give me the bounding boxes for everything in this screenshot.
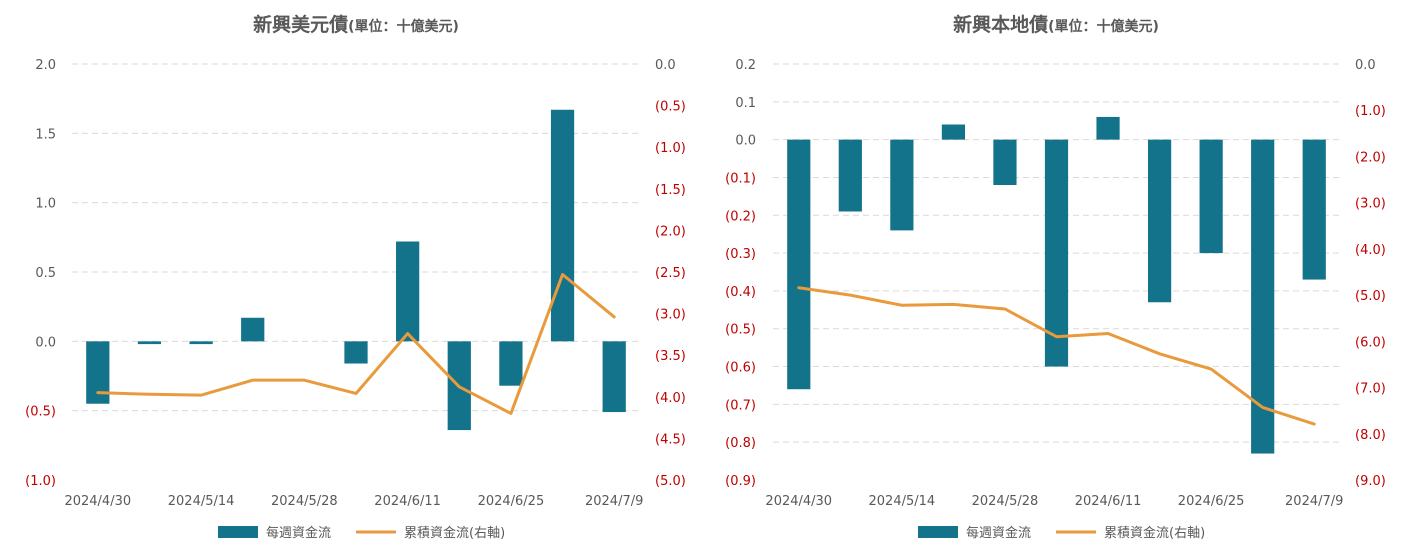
x-tick-label: 2024/4/30 xyxy=(765,494,832,509)
y-right-tick-label: (3.0) xyxy=(1355,197,1386,212)
y-left-tick-label: (0.1) xyxy=(725,171,756,186)
cumulative-flow-line xyxy=(797,286,1316,426)
weekly-flow-bar xyxy=(787,139,811,390)
legend-bar-label: 每週資金流 xyxy=(966,525,1031,541)
y-right-tick-label: 0.0 xyxy=(655,58,676,73)
weekly-flow-bar xyxy=(1302,139,1326,280)
y-left-tick-label: 0.2 xyxy=(735,58,756,73)
weekly-flow-bar xyxy=(396,241,420,342)
x-tick-label: 2024/4/30 xyxy=(64,494,131,509)
x-tick-label: 2024/6/11 xyxy=(374,494,441,509)
y-right-tick-label: 0.0 xyxy=(1355,58,1376,73)
y-right-tick-label: (3.0) xyxy=(655,308,686,323)
y-right-tick-label: (4.0) xyxy=(1355,243,1386,258)
y-left-tick-label: 0.0 xyxy=(35,335,56,350)
legend-bar-swatch xyxy=(918,526,958,538)
weekly-flow-bar xyxy=(993,139,1017,186)
weekly-flow-bar xyxy=(1044,139,1069,367)
weekly-flow-bar xyxy=(344,341,368,364)
legend-bar-swatch xyxy=(218,526,258,538)
legend-line-label: 累積資金流(右軸) xyxy=(1104,525,1205,541)
weekly-flow-bar xyxy=(941,124,966,140)
y-right-tick-label: (5.0) xyxy=(655,474,686,489)
weekly-flow-bar xyxy=(838,139,862,212)
y-left-tick-label: 1.5 xyxy=(35,127,56,142)
y-right-tick-label: (1.5) xyxy=(655,183,686,198)
y-right-tick-label: (8.0) xyxy=(1355,428,1386,443)
weekly-flow-bar xyxy=(1096,116,1120,140)
x-tick-label: 2024/6/11 xyxy=(1075,494,1142,509)
y-right-tick-label: (1.0) xyxy=(1355,104,1386,119)
chart-title-unit: (單位：十億美元) xyxy=(348,18,459,35)
y-left-tick-label: (0.8) xyxy=(725,436,756,451)
x-tick-label: 2024/5/28 xyxy=(972,494,1039,509)
y-left-tick-label: 0.5 xyxy=(35,266,56,281)
y-left-tick-label: (0.6) xyxy=(725,361,756,376)
chart-title: 新興美元債(單位：十億美元) xyxy=(253,13,459,36)
x-tick-label: 2024/5/14 xyxy=(869,494,936,509)
weekly-flow-bar xyxy=(241,317,265,342)
y-left-tick-label: 0.0 xyxy=(735,134,756,149)
weekly-flow-bar xyxy=(1251,139,1275,454)
x-tick-label: 2024/6/25 xyxy=(1178,494,1245,509)
weekly-flow-bar xyxy=(602,341,626,413)
y-right-tick-label: (4.0) xyxy=(655,391,686,406)
y-left-tick-label: (0.5) xyxy=(25,405,56,420)
y-right-tick-label: (1.0) xyxy=(655,141,686,156)
chart-panel-1: 新興美元債(單位：十億美元) 2.0 1.5 1.0 0.5 0.0 (0.5) (1.0) 0… xyxy=(25,13,686,541)
y-right-tick-label: (3.5) xyxy=(655,349,686,364)
chart-title-main: 新興美元債 xyxy=(253,13,348,36)
chart-title-unit: (單位：十億美元) xyxy=(1048,18,1159,35)
chart-title: 新興本地債(單位：十億美元) xyxy=(953,13,1159,36)
weekly-flow-bar xyxy=(890,139,914,231)
weekly-flow-bar xyxy=(137,341,162,345)
y-left-tick-label: (0.9) xyxy=(725,474,756,489)
y-left-tick-label: 2.0 xyxy=(35,58,56,73)
y-right-tick-label: (4.5) xyxy=(655,432,686,447)
y-right-tick-label: (2.5) xyxy=(655,266,686,281)
y-left-tick-label: (0.5) xyxy=(725,323,756,338)
weekly-flow-bar xyxy=(1147,139,1172,303)
weekly-flow-bar xyxy=(189,341,213,345)
y-right-tick-label: (2.0) xyxy=(655,224,686,239)
y-left-tick-label: (1.0) xyxy=(25,474,56,489)
x-tick-label: 2024/7/9 xyxy=(1285,494,1343,509)
y-left-tick-label: (0.4) xyxy=(725,285,756,300)
legend-line-label: 累積資金流(右軸) xyxy=(404,525,505,541)
x-tick-label: 2024/6/25 xyxy=(478,494,545,509)
y-left-tick-label: (0.2) xyxy=(725,209,756,224)
x-tick-label: 2024/7/9 xyxy=(585,494,643,509)
chart-title-main: 新興本地債 xyxy=(953,13,1048,36)
x-tick-label: 2024/5/14 xyxy=(168,494,235,509)
y-right-tick-label: (9.0) xyxy=(1355,474,1386,489)
weekly-flow-bar xyxy=(499,341,523,386)
cumulative-flow-line xyxy=(96,272,616,415)
weekly-flow-bar xyxy=(550,109,575,342)
weekly-flow-bar xyxy=(86,341,110,404)
y-right-tick-label: (0.5) xyxy=(655,100,686,115)
legend-bar-label: 每週資金流 xyxy=(266,525,331,541)
y-right-tick-label: (7.0) xyxy=(1355,382,1386,397)
y-right-tick-label: (6.0) xyxy=(1355,335,1386,350)
y-left-tick-label: (0.7) xyxy=(725,398,756,413)
y-right-tick-label: (5.0) xyxy=(1355,289,1386,304)
x-tick-label: 2024/5/28 xyxy=(271,494,338,509)
chart-panel-2: 新興本地債(單位：十億美元) 0.2 0.1 0.0 (0.1) (0.2) (0.3) (0… xyxy=(725,13,1386,541)
y-left-tick-label: (0.3) xyxy=(725,247,756,262)
y-right-tick-label: (2.0) xyxy=(1355,150,1386,165)
weekly-flow-bar xyxy=(1199,139,1223,254)
y-left-tick-label: 1.0 xyxy=(35,197,56,212)
y-left-tick-label: 0.1 xyxy=(735,96,756,111)
